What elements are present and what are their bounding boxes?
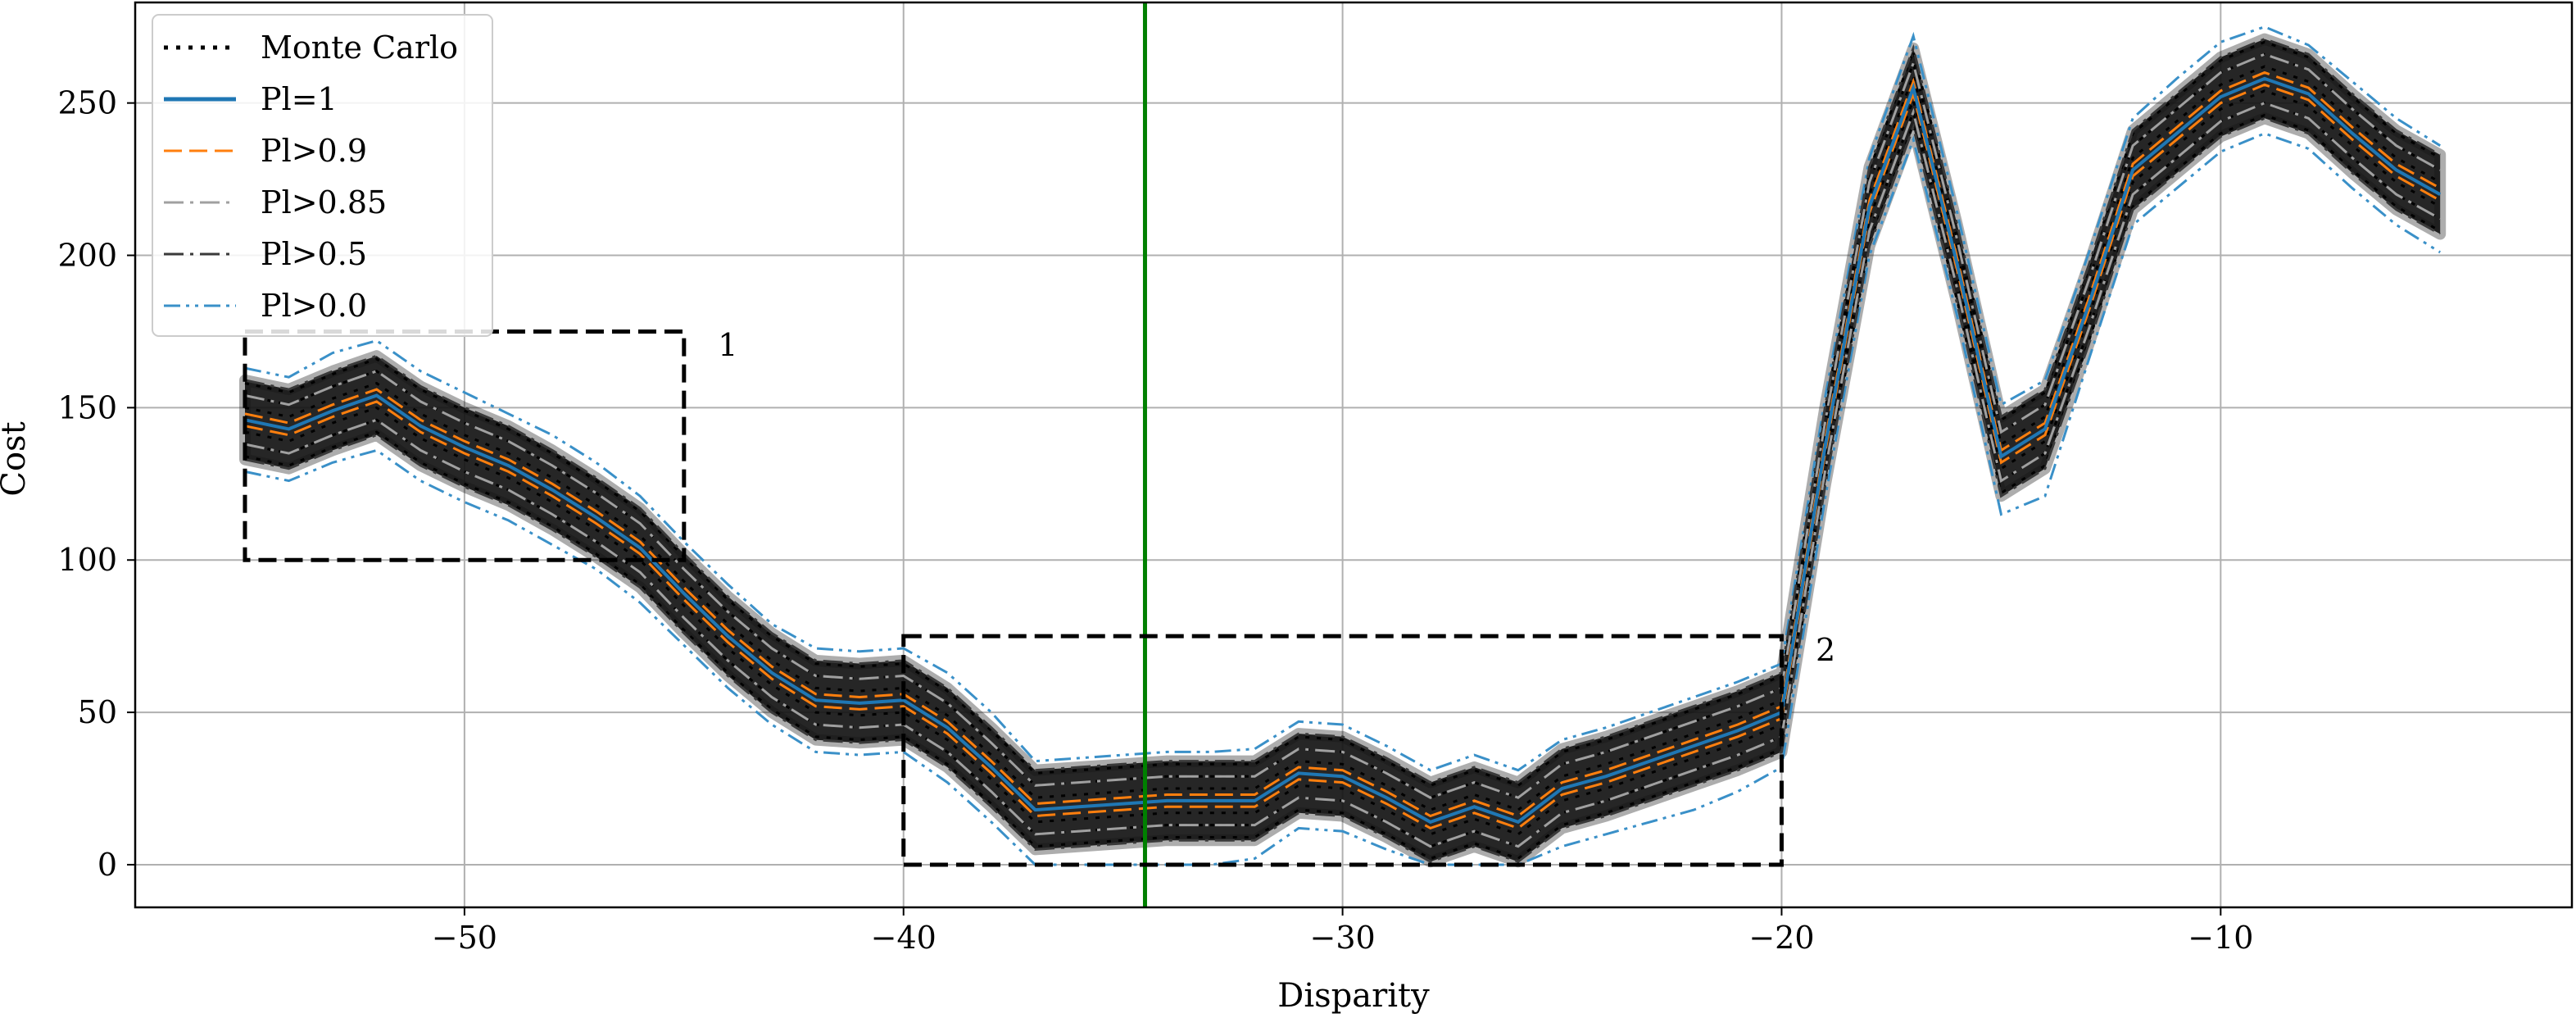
x-axis-label: Disparity xyxy=(1277,977,1430,1015)
y-tick-label: 200 xyxy=(57,238,117,274)
x-tick-label: −20 xyxy=(1748,920,1814,956)
series-line-Pl=1 xyxy=(244,76,2442,825)
legend-label: Monte Carlo xyxy=(261,30,458,66)
y-axis-label: Cost xyxy=(0,421,33,496)
y-tick-label: 0 xyxy=(98,847,117,883)
x-tick-label: −10 xyxy=(2188,920,2253,956)
legend-label: Pl>0.85 xyxy=(261,184,387,220)
legend-label: Pl>0.0 xyxy=(261,288,367,324)
x-axis: −50 −40 −30 −20 −10 xyxy=(432,907,2253,956)
plot-area xyxy=(239,2,2447,907)
monte-carlo-line xyxy=(244,65,2441,811)
series-line-Pl>0.9 xyxy=(244,70,2441,818)
monte-carlo-line xyxy=(244,89,2441,836)
legend-label: Pl>0.5 xyxy=(261,236,367,272)
annotation-label-2: 2 xyxy=(1816,632,1835,668)
plot-frame xyxy=(134,1,2574,909)
x-tick-label: −50 xyxy=(432,920,497,956)
y-tick-label: 150 xyxy=(57,389,117,425)
legend-box xyxy=(152,14,493,337)
y-tick-label: 50 xyxy=(78,694,117,730)
series-line-Pl>0.0 xyxy=(244,25,2441,772)
y-tick-label: 100 xyxy=(57,542,117,578)
series-line-Pl>0.0 xyxy=(244,132,2441,866)
series-line-Pl>0.9 xyxy=(244,83,2441,830)
series-line-Pl>0.85 xyxy=(244,52,2441,799)
legend-label: Pl>0.9 xyxy=(261,133,367,169)
annotation-box-2 xyxy=(901,634,1784,867)
legend: Monte Carlo Pl=1 Pl>0.9 Pl>0.85 Pl>0.5 Pl>0.0 xyxy=(152,14,493,337)
series-line-Pl>0.5 xyxy=(244,116,2441,863)
series-line-Pl>0.5 xyxy=(244,37,2441,784)
annotation-label-1: 1 xyxy=(718,327,737,363)
y-axis: 0 50 100 150 200 250 xyxy=(57,85,135,883)
legend-label: Pl=1 xyxy=(261,81,338,117)
y-tick-label: 250 xyxy=(57,85,117,121)
x-tick-label: −30 xyxy=(1310,920,1376,956)
x-tick-label: −40 xyxy=(871,920,937,956)
series-line-Pl>0.85 xyxy=(244,102,2441,848)
